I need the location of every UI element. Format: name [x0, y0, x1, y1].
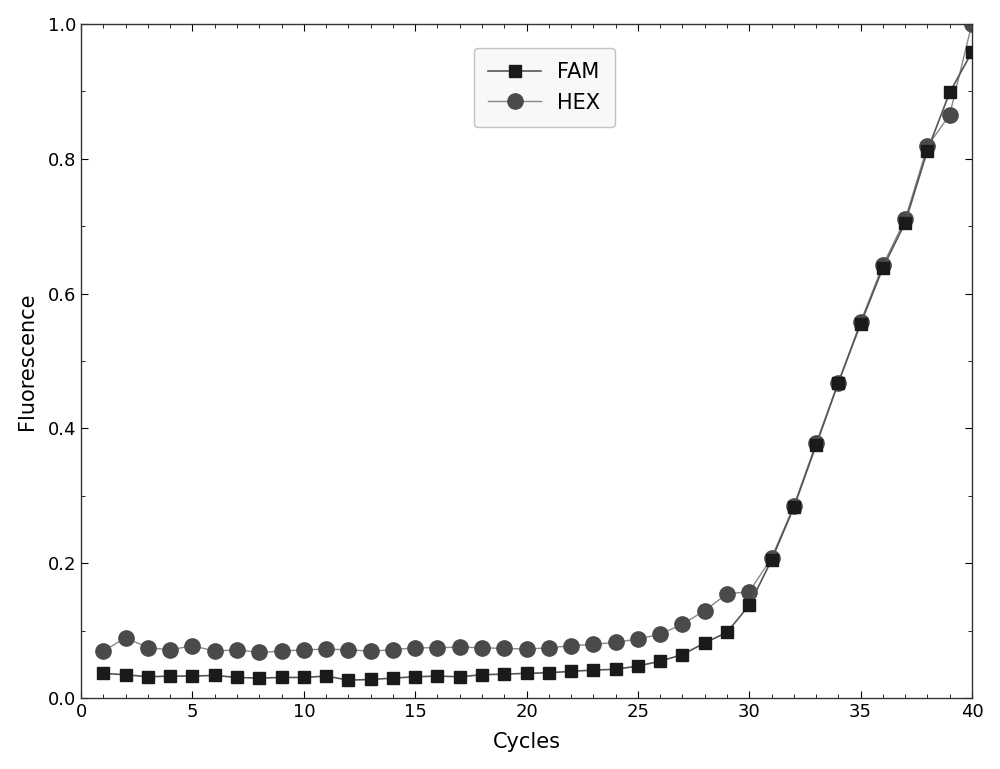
- Y-axis label: Fluorescence: Fluorescence: [17, 292, 37, 430]
- Legend: FAM, HEX: FAM, HEX: [474, 48, 615, 127]
- FAM: [921, 146, 933, 155]
- HEX: [543, 643, 555, 652]
- HEX: [788, 501, 800, 511]
- FAM: [855, 319, 867, 328]
- HEX: [810, 438, 822, 448]
- X-axis label: Cycles: Cycles: [493, 732, 561, 752]
- FAM: [810, 441, 822, 450]
- HEX: [743, 588, 755, 597]
- HEX: [921, 141, 933, 151]
- HEX: [120, 633, 132, 642]
- FAM: [944, 88, 956, 97]
- HEX: [899, 215, 911, 224]
- FAM: [543, 668, 555, 677]
- HEX: [431, 643, 443, 652]
- FAM: [832, 378, 844, 388]
- HEX: [966, 19, 978, 28]
- HEX: [186, 641, 198, 651]
- FAM: [899, 218, 911, 228]
- FAM: [342, 675, 354, 684]
- HEX: [409, 643, 421, 652]
- HEX: [231, 645, 243, 654]
- HEX: [610, 638, 622, 647]
- FAM: [320, 671, 332, 681]
- HEX: [676, 620, 688, 629]
- FAM: [766, 555, 778, 564]
- FAM: [877, 263, 889, 272]
- HEX: [253, 647, 265, 657]
- FAM: [253, 674, 265, 683]
- Line: HEX: HEX: [96, 16, 980, 660]
- FAM: [476, 670, 488, 679]
- FAM: [565, 667, 577, 676]
- HEX: [365, 647, 377, 656]
- HEX: [387, 645, 399, 654]
- HEX: [209, 647, 221, 656]
- HEX: [721, 589, 733, 598]
- HEX: [699, 606, 711, 615]
- HEX: [454, 642, 466, 651]
- FAM: [97, 669, 109, 678]
- HEX: [855, 318, 867, 327]
- HEX: [654, 630, 666, 639]
- FAM: [632, 661, 644, 671]
- FAM: [498, 670, 510, 679]
- FAM: [721, 628, 733, 637]
- Line: FAM: FAM: [98, 46, 978, 686]
- HEX: [164, 645, 176, 654]
- FAM: [365, 675, 377, 684]
- HEX: [521, 644, 533, 654]
- HEX: [476, 643, 488, 652]
- FAM: [298, 673, 310, 682]
- FAM: [387, 674, 399, 683]
- HEX: [276, 647, 288, 656]
- FAM: [966, 48, 978, 57]
- HEX: [498, 644, 510, 653]
- HEX: [298, 645, 310, 654]
- HEX: [142, 643, 154, 652]
- HEX: [587, 640, 599, 649]
- HEX: [766, 554, 778, 563]
- FAM: [654, 657, 666, 666]
- FAM: [521, 669, 533, 678]
- FAM: [788, 503, 800, 512]
- FAM: [454, 672, 466, 681]
- FAM: [231, 673, 243, 682]
- FAM: [431, 671, 443, 681]
- FAM: [276, 673, 288, 682]
- FAM: [610, 664, 622, 674]
- FAM: [186, 671, 198, 681]
- HEX: [342, 645, 354, 654]
- FAM: [676, 650, 688, 659]
- FAM: [142, 672, 154, 681]
- FAM: [209, 671, 221, 680]
- FAM: [587, 665, 599, 674]
- HEX: [944, 110, 956, 119]
- HEX: [877, 261, 889, 270]
- HEX: [632, 634, 644, 644]
- FAM: [164, 671, 176, 681]
- HEX: [320, 644, 332, 654]
- FAM: [409, 672, 421, 681]
- FAM: [743, 601, 755, 610]
- HEX: [565, 641, 577, 651]
- FAM: [699, 638, 711, 647]
- FAM: [120, 670, 132, 679]
- HEX: [832, 378, 844, 388]
- HEX: [97, 647, 109, 656]
